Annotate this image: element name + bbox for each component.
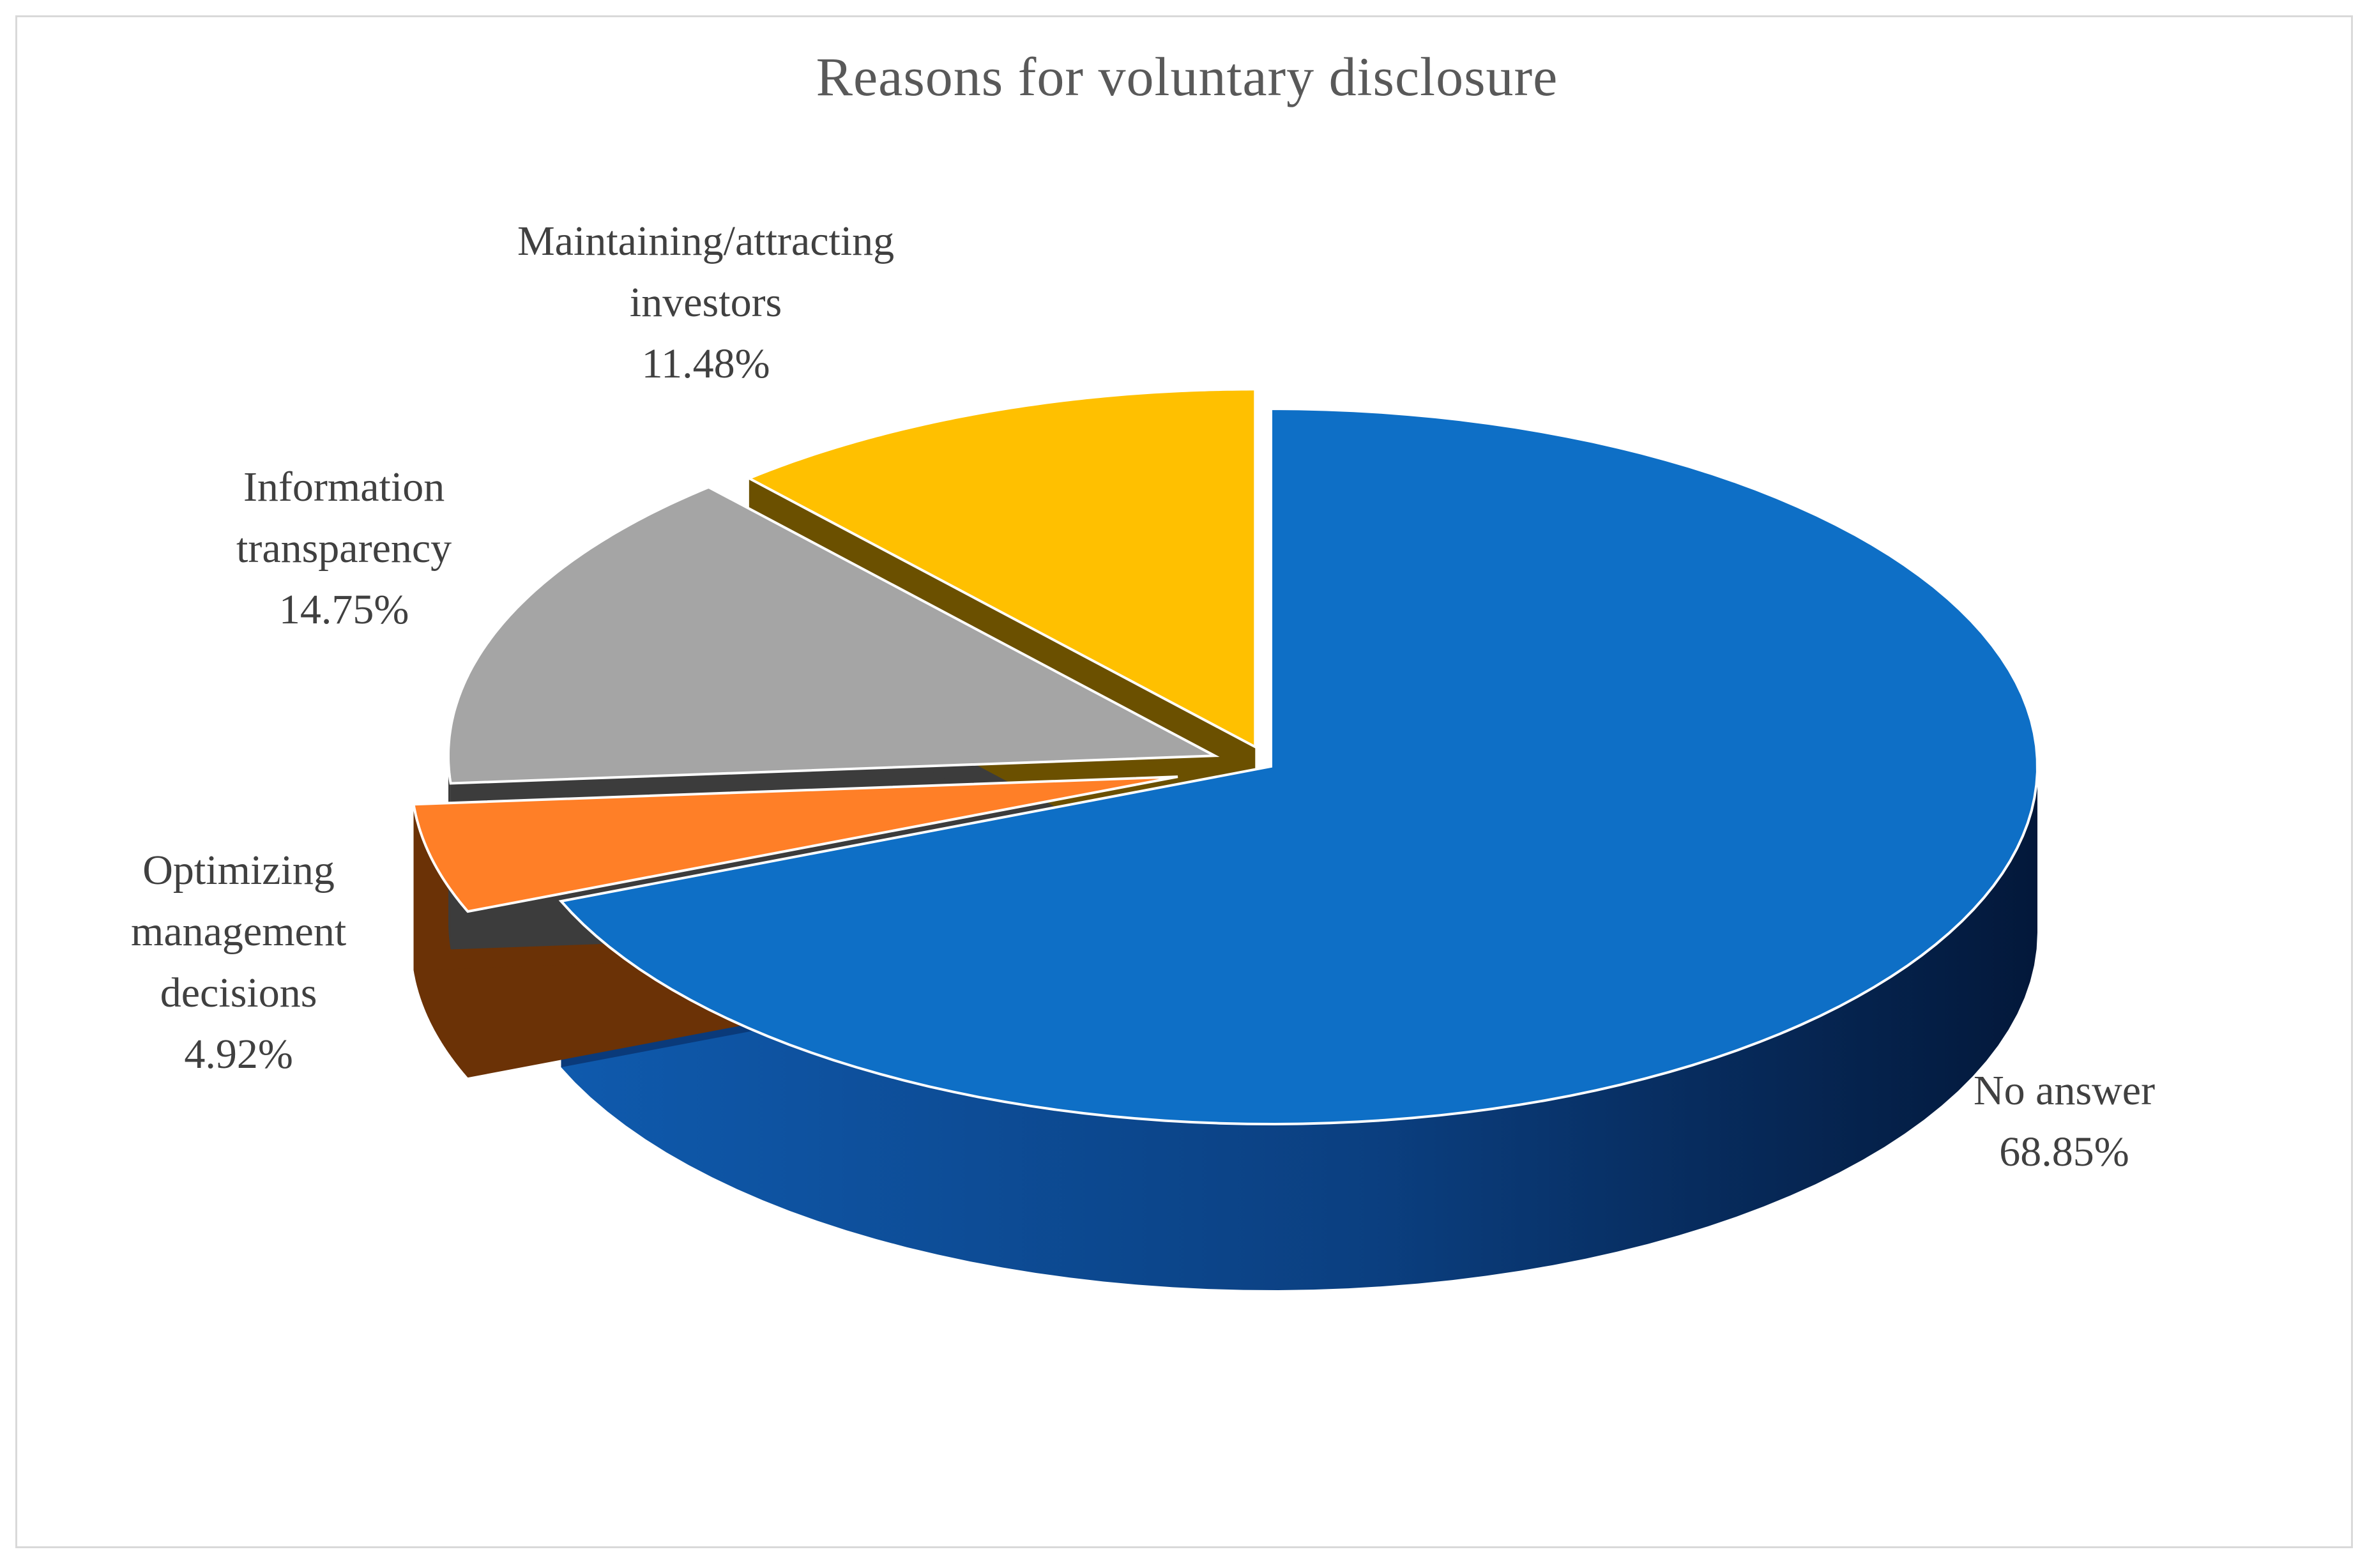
slice-label-line: Information <box>243 464 445 510</box>
slice-label-line: management <box>131 908 347 955</box>
slice-label-line: No answer <box>1974 1067 2156 1114</box>
slice-value-label: 14.75% <box>278 586 409 633</box>
slice-label-maintaining-attracting-investors: Maintaining/attracting investors 11.48% <box>517 211 894 395</box>
slice-side-no-answer <box>561 766 2037 1290</box>
slice-value-label: 11.48% <box>641 340 770 387</box>
slice-label-no-answer: No answer 68.85% <box>1974 1060 2155 1183</box>
slice-optimizing-management-decisions <box>412 775 1178 913</box>
slice-label-line: Optimizing <box>142 847 335 894</box>
slice-label-line: transparency <box>236 525 452 572</box>
slice-no-answer <box>558 407 2039 1126</box>
chart-title: Reasons for voluntary disclosure <box>816 46 1558 107</box>
slice-maintaining-attracting-investors <box>746 388 1257 749</box>
slice-label-line: investors <box>629 279 782 326</box>
slice-label-optimizing-management-decisions: Optimizing management decisions 4.92% <box>131 840 346 1085</box>
slice-value-label: 68.85% <box>1999 1129 2129 1175</box>
slice-information-transparency <box>447 485 1220 785</box>
slice-label-information-transparency: Information transparency 14.75% <box>236 457 452 641</box>
slice-label-line: decisions <box>160 970 317 1016</box>
slice-value-label: 4.92% <box>184 1031 293 1077</box>
slice-label-line: Maintaining/attracting <box>517 218 895 264</box>
